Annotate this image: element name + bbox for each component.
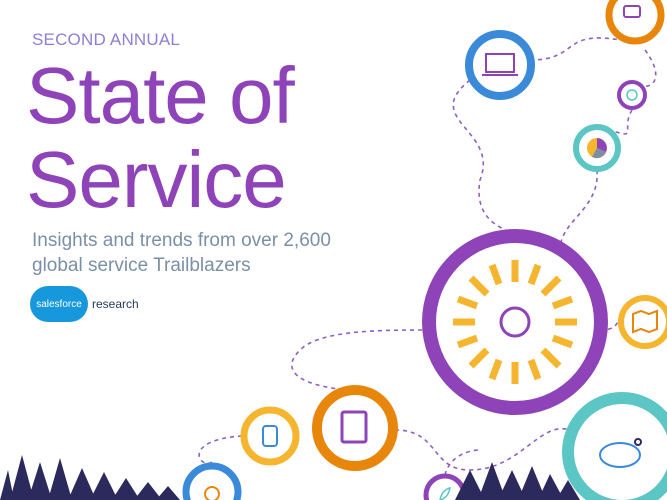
sun-rays — [453, 260, 577, 384]
icon-circle-document — [312, 385, 398, 471]
icon-circle-chat — [605, 0, 665, 45]
icon-circle-watch — [240, 406, 300, 466]
icon-circle-compass — [617, 80, 647, 110]
subtitle-line-1: Insights and trends from over 2,600 — [32, 230, 331, 251]
headset-icon — [499, 306, 531, 338]
network-icon — [599, 442, 641, 468]
salesforce-research-logo: salesforce research — [30, 286, 139, 322]
title-line-1: State of — [26, 51, 295, 140]
icon-circle-network — [562, 392, 667, 500]
document-chat-icon — [340, 410, 368, 444]
tree-silhouettes — [0, 455, 580, 500]
icon-circle-headset — [422, 229, 608, 415]
cover-subtitle: Insights and trends from over 2,600 glob… — [32, 228, 331, 278]
title-line-2: Service — [26, 135, 287, 224]
icon-circle-stopwatch — [182, 462, 242, 500]
icon-circle-map — [618, 295, 667, 349]
compass-icon — [626, 89, 638, 101]
cover-kicker: SECOND ANNUAL — [32, 30, 181, 49]
salesforce-cloud-logo: salesforce — [30, 286, 88, 322]
smartwatch-icon — [262, 425, 278, 447]
map-icon — [632, 309, 658, 334]
subtitle-line-2: global service Trailblazers — [32, 255, 251, 276]
logo-suffix: research — [92, 297, 139, 311]
chat-icon — [623, 5, 641, 18]
leaf-icon — [439, 486, 451, 500]
stopwatch-icon — [204, 486, 220, 500]
laptop-icon — [485, 53, 515, 73]
cover-title: State of Service — [26, 51, 295, 224]
icon-circle-laptop — [465, 30, 535, 100]
icon-circle-pie — [573, 124, 621, 172]
